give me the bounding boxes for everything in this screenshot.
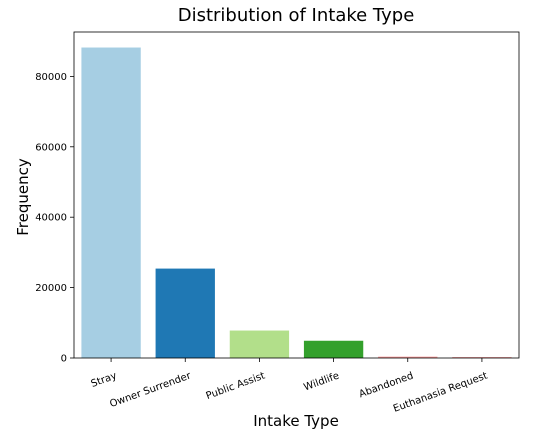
y-axis-label: Frequency (14, 158, 32, 236)
bar-stray (81, 47, 141, 359)
y-tick-label: 80000 (35, 72, 67, 83)
bar-abandoned (378, 356, 438, 358)
x-tick-label: Abandoned (358, 371, 415, 401)
y-axis-ticks: 0 20000 40000 60000 80000 (35, 72, 74, 365)
y-tick-label: 0 (61, 354, 67, 365)
y-tick-label: 60000 (35, 142, 67, 153)
y-tick-label: 20000 (35, 283, 67, 294)
chart-title: Distribution of Intake Type (178, 5, 415, 26)
x-tick-label: Owner Surrender (108, 370, 193, 410)
y-tick-label: 40000 (35, 213, 67, 224)
x-tick-label: Wildlife (302, 371, 340, 394)
bars-group (81, 47, 512, 359)
x-tick-label: Public Assist (205, 370, 267, 402)
x-tick-label: Stray (90, 370, 119, 389)
plot-frame (73, 31, 520, 359)
bar-wildlife (303, 340, 364, 358)
bar-owner-surrender (155, 268, 215, 358)
x-axis-label: Intake Type (253, 412, 339, 430)
bar-public-assist (229, 330, 290, 358)
